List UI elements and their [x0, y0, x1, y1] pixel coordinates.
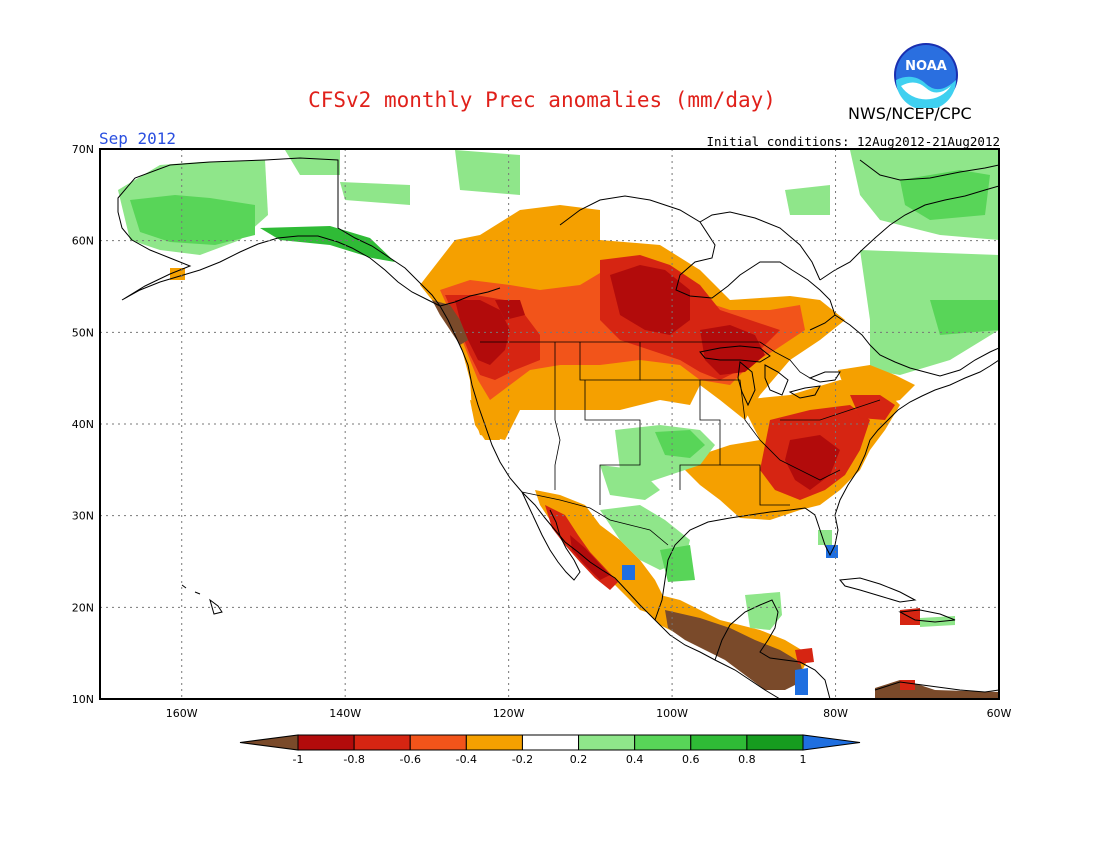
lat-tick-label: 10N	[72, 693, 94, 706]
anomaly-region	[785, 435, 840, 490]
colorbar-label: -0.2	[512, 753, 533, 766]
lon-tick-label: 140W	[329, 707, 361, 720]
colorbar-label: -0.8	[343, 753, 364, 766]
anomaly-region	[900, 170, 990, 220]
anomaly-region	[795, 668, 808, 695]
anomaly-region	[930, 300, 999, 335]
anomaly-region	[340, 182, 410, 205]
colorbar-label: 0.4	[626, 753, 644, 766]
anomaly-region	[495, 300, 525, 320]
colorbar-box	[409, 734, 467, 751]
colorbar-box	[634, 734, 692, 751]
lon-tick-label: 100W	[656, 707, 688, 720]
lon-tick-label: 160W	[166, 707, 198, 720]
political-borders	[337, 160, 881, 546]
anomaly-region	[260, 226, 395, 262]
svg-text:NOAA: NOAA	[905, 59, 947, 74]
colorbar-box	[746, 734, 804, 751]
anomaly-region	[455, 150, 520, 195]
lat-lon-grid	[100, 149, 999, 699]
anomaly-region	[432, 300, 468, 345]
colorbar-box	[297, 734, 355, 751]
anomaly-region	[818, 530, 832, 545]
anomaly-region	[745, 592, 782, 630]
anomaly-region	[785, 185, 830, 215]
anomaly-region	[660, 545, 695, 582]
latitude-labels: 70N 60N 50N 40N 30N 20N 10N	[72, 143, 94, 706]
anomaly-region	[875, 680, 999, 699]
colorbar-label: 0.8	[738, 753, 756, 766]
colorbar-label: -0.6	[399, 753, 420, 766]
longitude-labels: 160W 140W 120W 100W 80W 60W	[166, 707, 1012, 720]
lat-tick-label: 70N	[72, 143, 94, 156]
colorbar-label: -1	[293, 753, 304, 766]
colorbar-label: 0.2	[570, 753, 588, 766]
anomaly-region	[850, 395, 895, 420]
colorbar-label: 0.6	[682, 753, 700, 766]
colorbar-label: -0.4	[456, 753, 477, 766]
lat-tick-label: 50N	[72, 326, 94, 339]
colorbar-box	[353, 734, 411, 751]
map-title: CFSv2 monthly Prec anomalies (mm/day)	[308, 88, 776, 112]
colorbar-box	[521, 734, 580, 751]
colorbar: -1 -0.8 -0.6 -0.4 -0.2 0.2 0.4 0.6 0.8 1	[239, 734, 861, 766]
lat-tick-label: 30N	[72, 510, 94, 523]
forecast-month-label: Sep 2012	[99, 129, 177, 148]
lat-tick-label: 40N	[72, 418, 94, 431]
anomaly-region	[610, 265, 690, 335]
lat-tick-label: 60N	[72, 235, 94, 248]
anomaly-region	[665, 610, 805, 690]
anomaly-region	[860, 250, 999, 375]
initial-conditions-label: Initial conditions: 12Aug2012-21Aug2012	[706, 134, 1001, 149]
colorbar-left-arrow	[239, 734, 299, 751]
colorbar-box	[690, 734, 748, 751]
anomaly-region	[622, 565, 635, 580]
lat-tick-label: 20N	[72, 601, 94, 614]
anomaly-region	[795, 648, 814, 664]
anomaly-region	[470, 400, 500, 440]
anomaly-region	[285, 150, 340, 175]
lon-tick-label: 120W	[493, 707, 525, 720]
colorbar-box	[578, 734, 636, 751]
anomaly-region	[130, 195, 255, 245]
anomaly-region	[455, 300, 510, 365]
lon-tick-label: 60W	[987, 707, 1012, 720]
anomaly-region	[900, 608, 920, 625]
anomaly-region	[900, 680, 915, 690]
anomaly-region	[655, 430, 705, 458]
colorbar-label: 1	[800, 753, 807, 766]
colorbar-right-arrow	[802, 734, 861, 751]
noaa-logo-icon: NOAA	[894, 43, 958, 108]
map-frame	[99, 148, 1000, 700]
anomaly-region	[700, 325, 765, 375]
anomaly-region	[600, 465, 660, 500]
lon-tick-label: 80W	[823, 707, 848, 720]
colorbar-box	[465, 734, 523, 751]
agency-label: NWS/NCEP/CPC	[848, 104, 972, 123]
